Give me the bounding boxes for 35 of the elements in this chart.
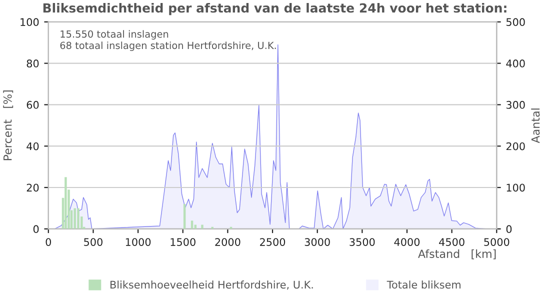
legend-label: Totale bliksem	[386, 280, 460, 289]
annotation: 15.550 totaal inslagen	[60, 30, 168, 40]
annotation: 68 totaal inslagen station Hertfordshire, U.K.	[60, 42, 276, 51]
bar	[201, 224, 204, 229]
y2-tick-label: 300	[506, 100, 525, 109]
y2-tick-label: 200	[506, 142, 525, 150]
x-tick-label: 4500	[439, 238, 464, 246]
x-tick-label: 3500	[350, 238, 375, 246]
x-axis-title: Afstand [km]	[418, 249, 496, 260]
y-tick-label: 80	[26, 60, 39, 68]
x-tick-label: 0	[46, 238, 52, 246]
x-tick-label: 2500	[260, 238, 286, 246]
x-tick-label: 2000	[215, 238, 240, 246]
x-tick-label: 1500	[170, 238, 196, 246]
y-tick-label: 0	[33, 225, 39, 234]
y-axis-title: Percent [%]	[3, 90, 14, 160]
y2-axis-title: Aantal	[531, 108, 540, 144]
bar	[74, 208, 76, 229]
x-tick-label: 500	[84, 238, 102, 246]
y2-tick-label: 0	[506, 225, 512, 234]
bar	[77, 208, 80, 229]
y-tick-label: 40	[26, 142, 39, 150]
y-tick-label: 100	[20, 18, 39, 26]
y-tick-label: 20	[26, 184, 39, 192]
x-tick-label: 5000	[484, 238, 510, 246]
y2-tick-label: 100	[506, 184, 525, 192]
chart-title: Bliksemdichtheid per afstand van de laatste 24h voor het station:	[43, 3, 506, 16]
bar	[64, 177, 67, 229]
legend-label: Bliksemhoeveelheid Hertfordshire, U.K.	[110, 280, 313, 290]
x-tick-label: 1000	[126, 238, 151, 246]
x-tick-label: 3000	[304, 238, 330, 246]
y-tick-label: 60	[26, 100, 39, 109]
y2-tick-label: 400	[506, 60, 525, 68]
x-tick-label: 4000	[394, 238, 420, 246]
y2-tick-label: 500	[506, 18, 525, 26]
